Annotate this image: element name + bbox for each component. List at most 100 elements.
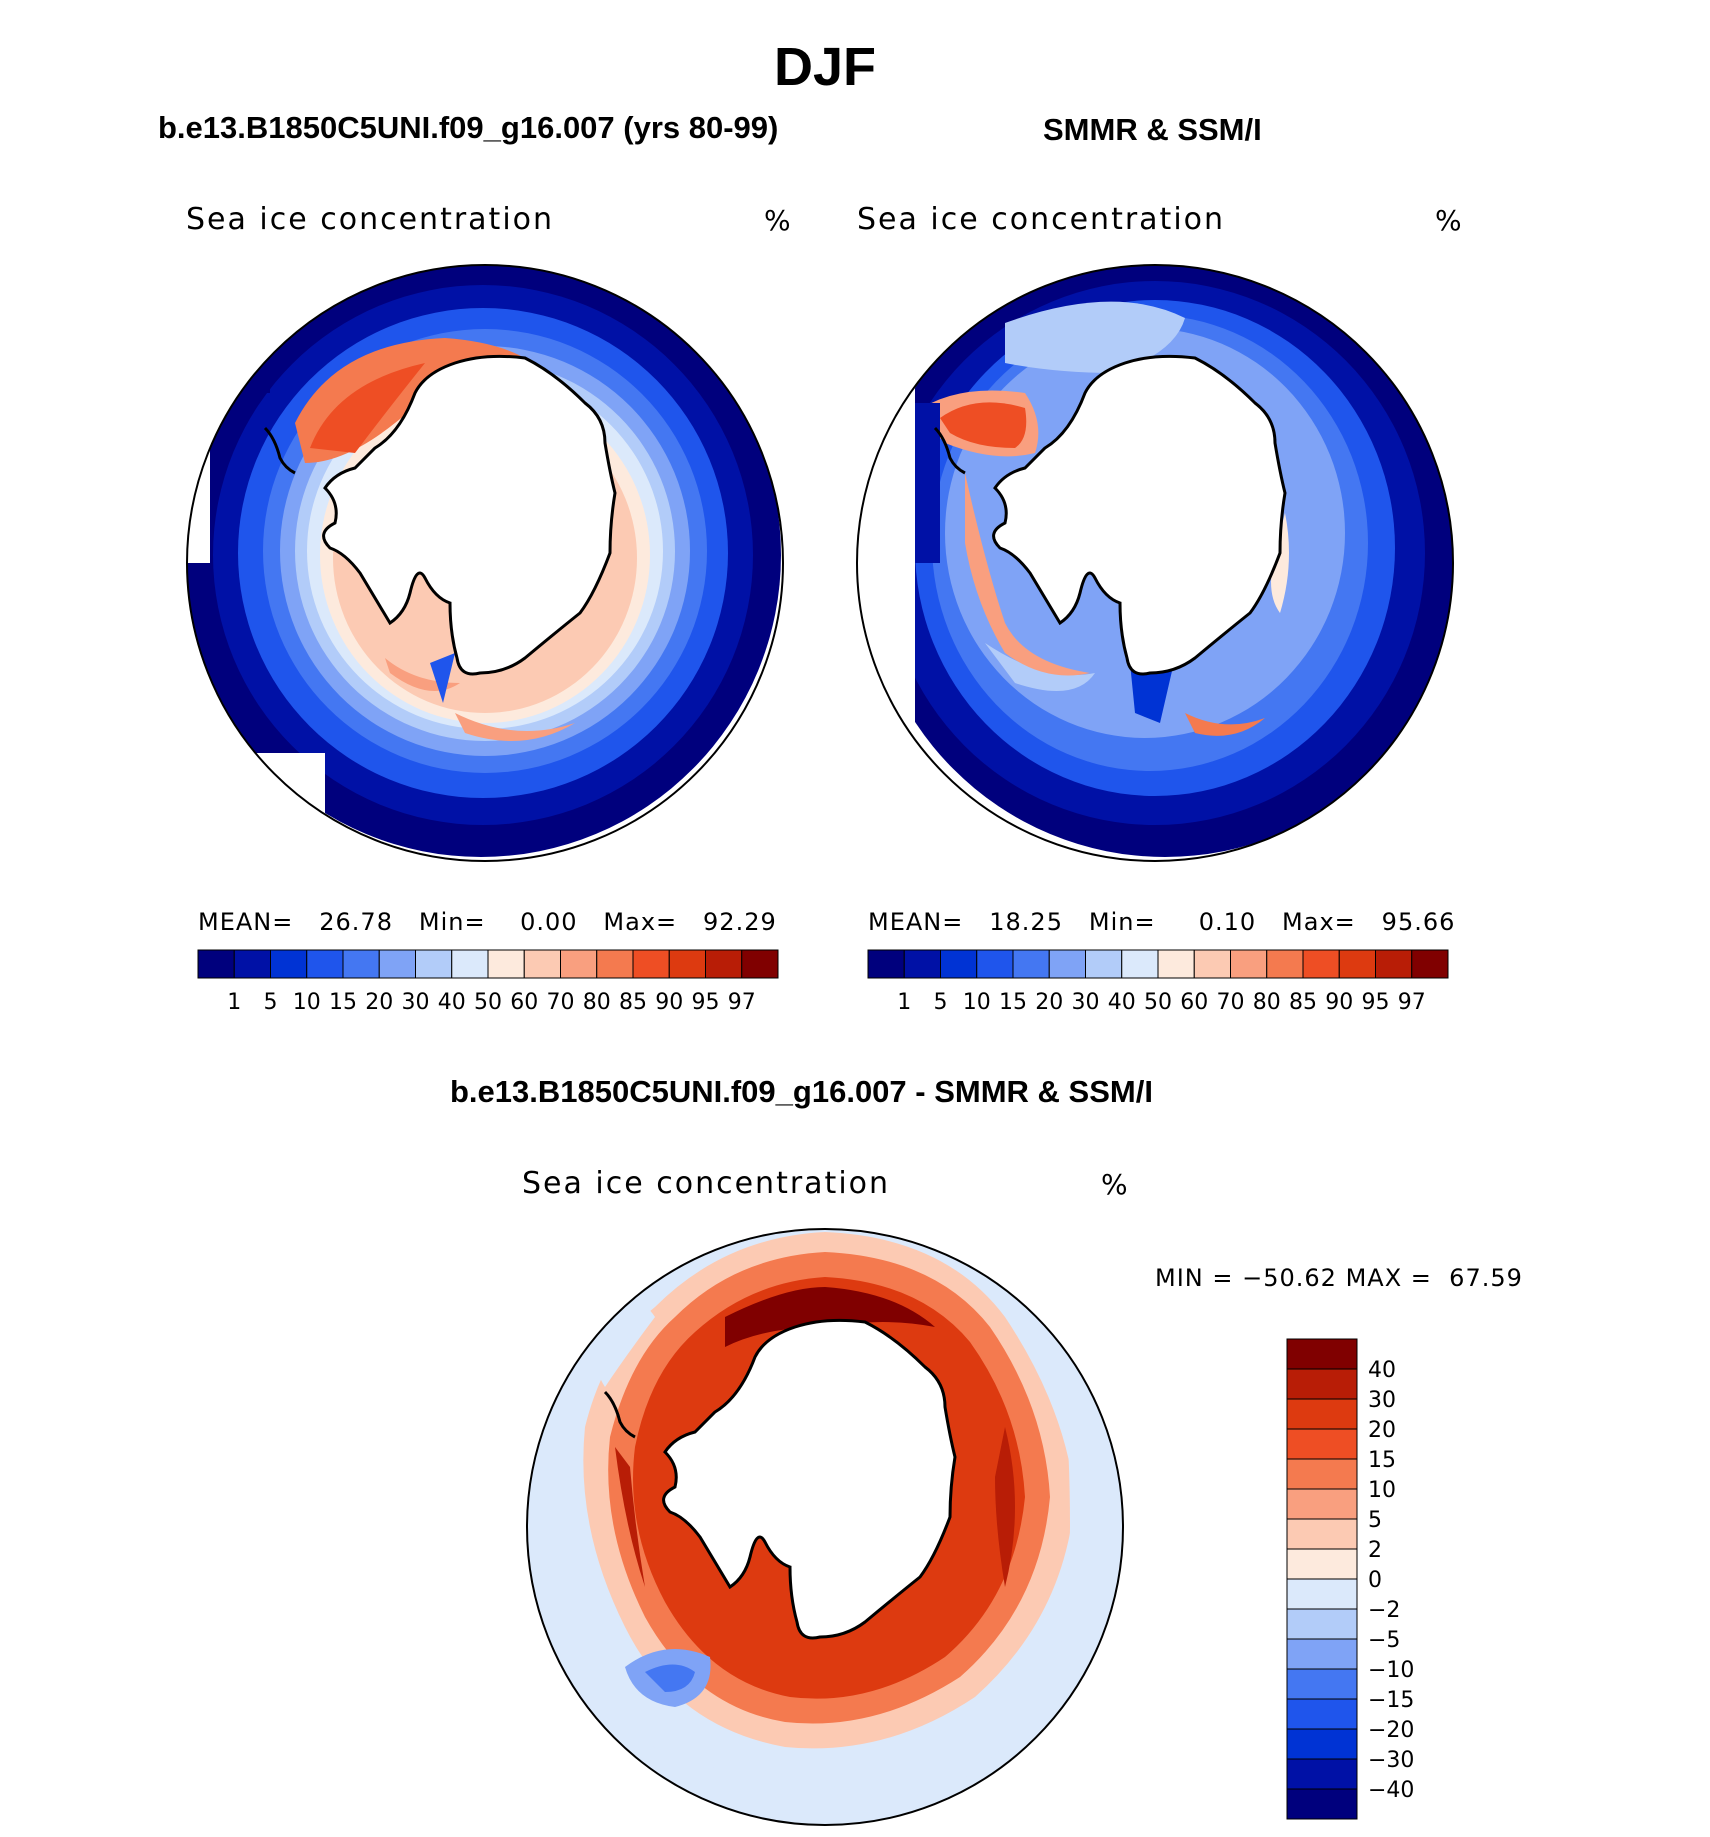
obs-colorbar-swatch — [1230, 949, 1268, 979]
obs-colorbar-swatch — [976, 949, 1014, 979]
obs-colorbar-tick-label: 97 — [1398, 990, 1426, 1015]
diff-colorbar-tick-label: 2 — [1368, 1538, 1382, 1563]
obs-colorbar-tick-label: 1 — [897, 990, 911, 1015]
obs-colorbar-swatch — [1121, 949, 1159, 979]
obs-colorbar-tick-label: 15 — [999, 990, 1027, 1015]
model-colorbar-swatch — [487, 949, 525, 979]
obs-colorbar-tick-label: 90 — [1325, 990, 1353, 1015]
obs-colorbar-tick-label: 50 — [1144, 990, 1172, 1015]
diff-colorbar-swatch — [1286, 1518, 1358, 1550]
obs-colorbar-swatch — [1193, 949, 1231, 979]
model-colorbar-tick-label: 20 — [365, 990, 393, 1015]
model-stats: MEAN= 26.78 Min= 0.00 Max= 92.29 — [198, 908, 777, 936]
diff-colorbar-tick-label: −40 — [1368, 1778, 1414, 1803]
diff-colorbar-tick-label: 0 — [1368, 1568, 1382, 1593]
obs-polar-map — [856, 264, 1454, 862]
diff-colorbar-tick-label: −30 — [1368, 1748, 1414, 1773]
model-colorbar: 1 5 10 15 20 30 40 50 60 70 80 85 90 95 97 — [197, 949, 779, 1015]
obs-colorbar-tick-label: 85 — [1289, 990, 1317, 1015]
diff-colorbar-swatch — [1286, 1548, 1358, 1580]
obs-colorbar-swatch — [867, 949, 905, 979]
diff-units: % — [1101, 1168, 1128, 1201]
obs-colorbar-swatch — [1048, 949, 1086, 979]
diff-colorbar-tick-label: −5 — [1368, 1628, 1400, 1653]
obs-plot-title: Sea ice concentration — [857, 202, 1226, 237]
model-colorbar-swatch — [197, 949, 235, 979]
model-colorbar-tick-label: 1 — [227, 990, 241, 1015]
mean-value: 18.25 — [989, 908, 1063, 936]
page-title: DJF — [773, 37, 876, 97]
model-colorbar-tick-label: 85 — [619, 990, 647, 1015]
obs-colorbar: 1 5 10 15 20 30 40 50 60 70 80 85 90 95 97 — [867, 949, 1449, 1015]
diff-plot-title: Sea ice concentration — [522, 1166, 891, 1201]
model-colorbar-swatch — [596, 949, 634, 979]
max-value: 92.29 — [703, 908, 777, 936]
max-label: MAX = — [1345, 1264, 1432, 1292]
model-colorbar-tick-label: 30 — [402, 990, 430, 1015]
diff-colorbar-swatch — [1286, 1398, 1358, 1430]
min-label: MIN = — [1155, 1264, 1234, 1292]
model-colorbar-tick-label: 15 — [329, 990, 357, 1015]
obs-colorbar-tick-label: 95 — [1362, 990, 1390, 1015]
model-colorbar-swatch — [233, 949, 271, 979]
min-label: Min= — [1088, 908, 1156, 936]
obs-colorbar-swatch — [1302, 949, 1340, 979]
diff-colorbar-tick-label: −2 — [1368, 1598, 1400, 1623]
obs-colorbar-swatch — [1338, 949, 1376, 979]
obs-colorbar-swatch — [1266, 949, 1304, 979]
model-colorbar-swatch — [451, 949, 489, 979]
obs-colorbar-swatch — [1411, 949, 1449, 979]
diff-colorbar-swatch — [1286, 1638, 1358, 1670]
model-colorbar-tick-label: 70 — [547, 990, 575, 1015]
diff-colorbar-swatch — [1286, 1758, 1358, 1790]
obs-colorbar-tick-label: 30 — [1072, 990, 1100, 1015]
obs-colorbar-swatch — [1157, 949, 1195, 979]
model-colorbar-swatch — [741, 949, 779, 979]
max-value: 95.66 — [1381, 908, 1456, 936]
diff-colorbar-tick-label: −15 — [1368, 1688, 1414, 1713]
mean-label: MEAN= — [198, 908, 294, 936]
diff-colorbar-tick-label: 5 — [1368, 1508, 1382, 1533]
min-value: −50.62 — [1242, 1264, 1337, 1292]
min-value: 0.00 — [520, 908, 578, 936]
model-colorbar-swatch — [306, 949, 344, 979]
diff-colorbar-tick-label: 10 — [1368, 1478, 1396, 1503]
model-colorbar-tick-label: 10 — [293, 990, 321, 1015]
model-colorbar-swatch — [270, 949, 308, 979]
obs-colorbar-tick-label: 20 — [1035, 990, 1063, 1015]
model-colorbar-swatch — [342, 949, 380, 979]
model-colorbar-swatch — [523, 949, 561, 979]
diff-colorbar-tick-label: 20 — [1368, 1418, 1396, 1443]
model-colorbar-tick-label: 60 — [510, 990, 538, 1015]
model-units: % — [764, 204, 791, 237]
max-label: Max= — [1282, 908, 1356, 936]
model-colorbar-swatch — [668, 949, 706, 979]
model-heading: b.e13.B1850C5UNI.f09_g16.007 (yrs 80-99) — [158, 110, 779, 145]
obs-colorbar-swatch — [1375, 949, 1413, 979]
model-colorbar-tick-label: 5 — [264, 990, 278, 1015]
model-colorbar-swatch — [705, 949, 743, 979]
diff-colorbar-swatch — [1286, 1728, 1358, 1760]
diff-colorbar-swatch — [1286, 1578, 1358, 1610]
mean-value: 26.78 — [319, 908, 393, 936]
diff-colorbar-swatch — [1286, 1428, 1358, 1460]
diff-colorbar-tick-label: −10 — [1368, 1658, 1414, 1683]
obs-colorbar-tick-label: 80 — [1253, 990, 1281, 1015]
model-colorbar-tick-label: 50 — [474, 990, 502, 1015]
diff-colorbar-tick-label: −20 — [1368, 1718, 1414, 1743]
obs-colorbar-swatch — [940, 949, 978, 979]
diff-colorbar-swatch — [1286, 1668, 1358, 1700]
diff-heading: b.e13.B1850C5UNI.f09_g16.007 - SMMR & SS… — [450, 1074, 1153, 1109]
obs-colorbar-swatch — [1012, 949, 1050, 979]
model-plot-title: Sea ice concentration — [186, 202, 555, 237]
model-colorbar-tick-label: 40 — [438, 990, 466, 1015]
diff-colorbar-swatch — [1286, 1488, 1358, 1520]
diff-colorbar-swatch — [1286, 1338, 1358, 1370]
model-colorbar-tick-label: 90 — [655, 990, 683, 1015]
diff-colorbar-swatch — [1286, 1698, 1358, 1730]
diff-stats: MIN = −50.62 MAX = 67.59 — [1155, 1264, 1523, 1292]
min-value: 0.10 — [1198, 908, 1257, 936]
obs-colorbar-tick-label: 40 — [1108, 990, 1136, 1015]
obs-colorbar-tick-label: 70 — [1217, 990, 1245, 1015]
